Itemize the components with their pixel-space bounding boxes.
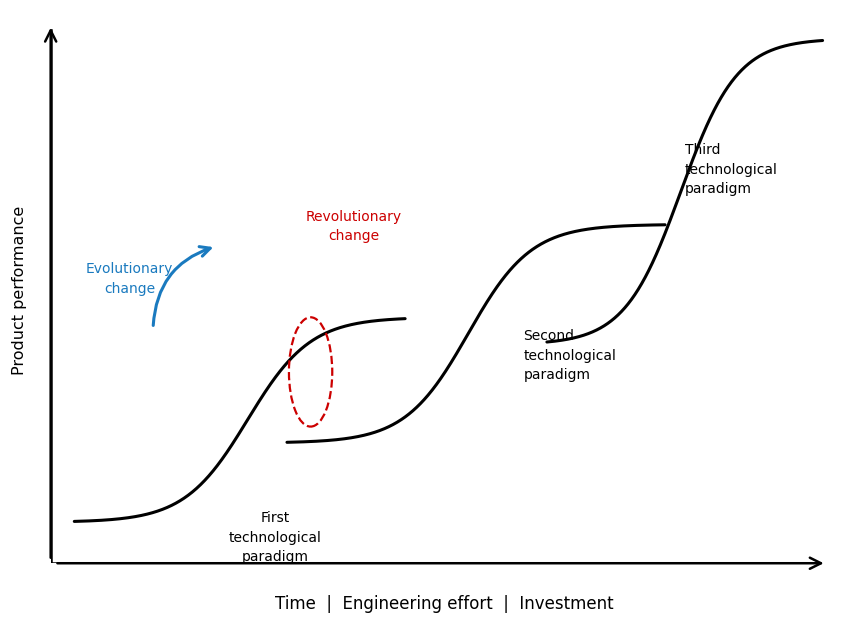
Text: Second
technological
paradigm: Second technological paradigm (523, 329, 616, 382)
Text: Revolutionary
change: Revolutionary change (306, 210, 402, 244)
Text: Product performance: Product performance (12, 206, 27, 374)
Text: Third
technological
paradigm: Third technological paradigm (685, 143, 777, 196)
Text: First
technological
paradigm: First technological paradigm (229, 511, 321, 564)
Text: Time  |  Engineering effort  |  Investment: Time | Engineering effort | Investment (275, 595, 614, 613)
Text: Evolutionary
change: Evolutionary change (86, 262, 173, 296)
